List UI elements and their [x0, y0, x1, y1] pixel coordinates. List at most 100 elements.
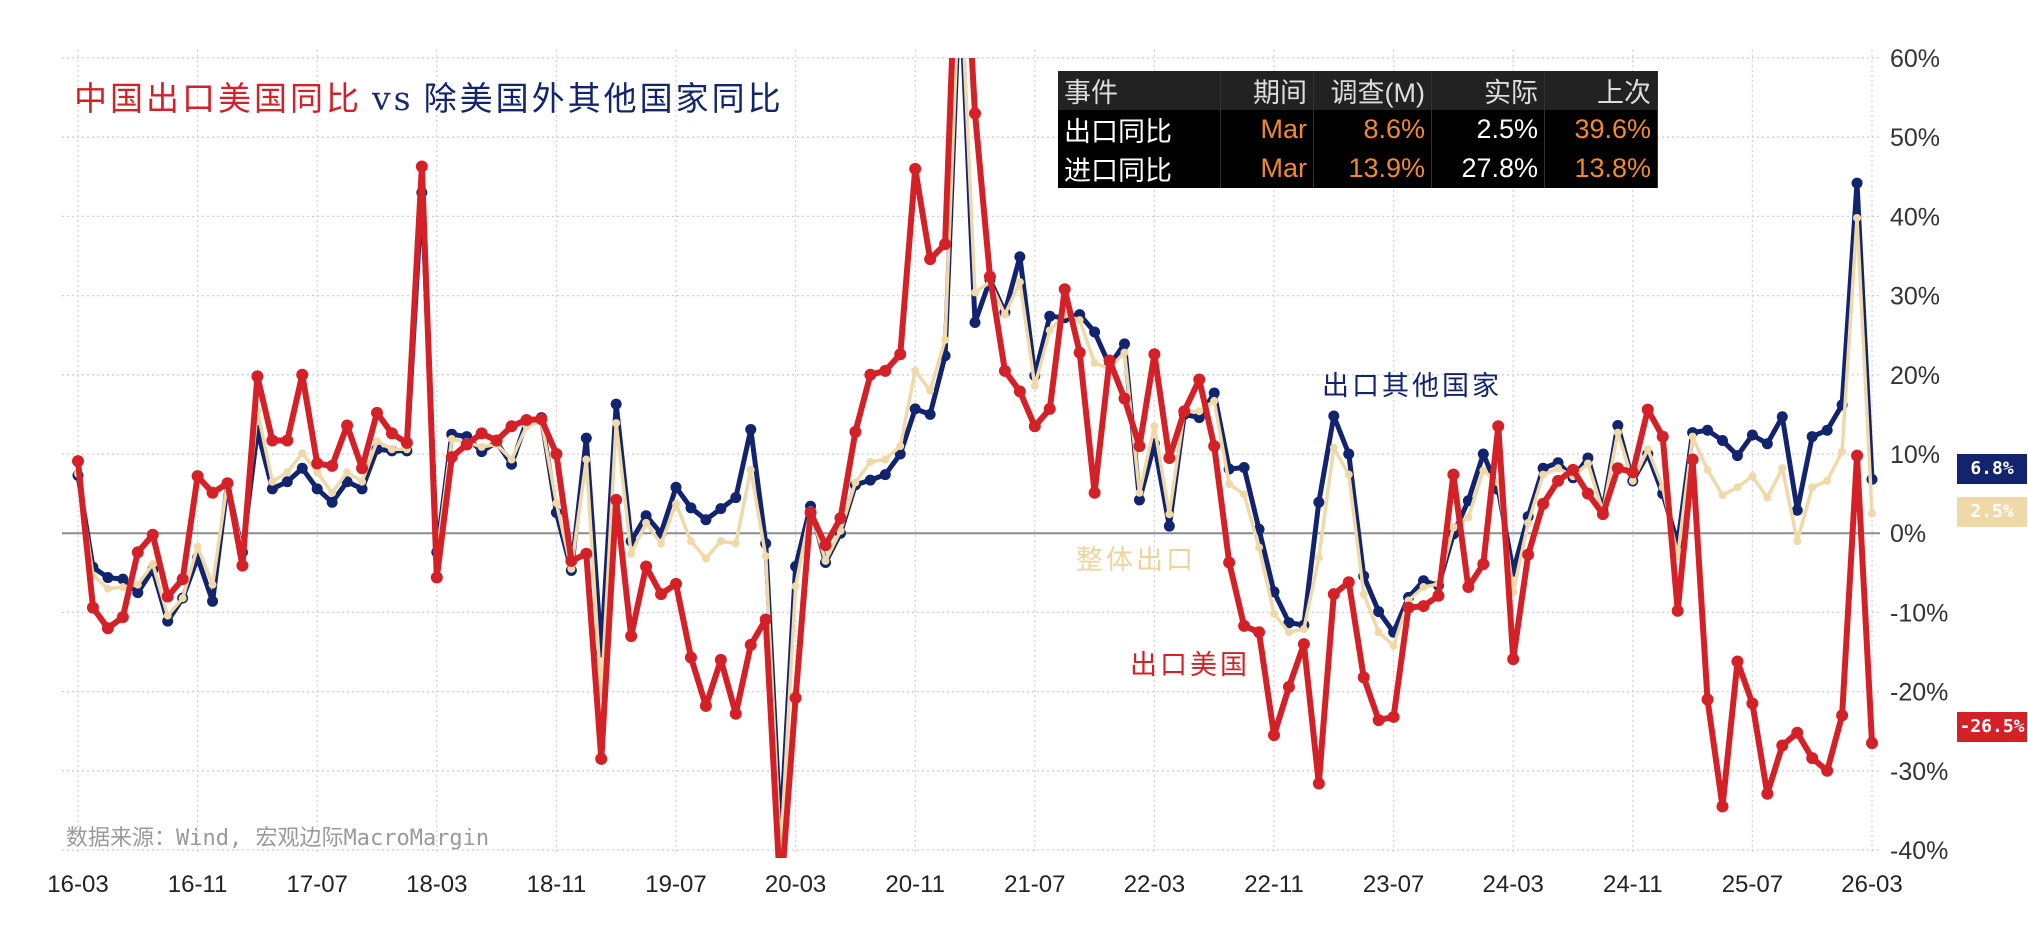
- data-point-total: [1284, 628, 1293, 637]
- data-point-us: [1073, 346, 1086, 359]
- data-point-us: [176, 573, 189, 586]
- data-point-other: [1373, 606, 1385, 618]
- y-tick-label: -40%: [1890, 837, 1948, 865]
- event-period: Mar: [1220, 110, 1314, 149]
- data-point-us: [625, 630, 638, 643]
- y-tick-label: 40%: [1890, 203, 1940, 231]
- data-point-us: [1118, 392, 1131, 405]
- data-point-us: [1402, 601, 1415, 614]
- x-tick-label: 20-03: [765, 871, 826, 898]
- x-tick-label: 17-07: [287, 871, 348, 898]
- data-point-total: [1763, 493, 1772, 502]
- data-point-us: [1866, 737, 1878, 750]
- data-point-other: [1746, 429, 1758, 441]
- data-point-other: [1343, 448, 1355, 460]
- data-point-total: [1075, 316, 1084, 325]
- last-value-badge-us: -26.5%: [1957, 712, 2027, 742]
- data-point-total: [642, 518, 651, 527]
- data-point-other: [715, 503, 727, 515]
- data-point-us: [445, 451, 458, 464]
- data-point-other: [102, 572, 114, 584]
- data-point-total: [1329, 443, 1338, 452]
- data-point-total: [343, 468, 352, 477]
- data-point-total: [686, 537, 695, 546]
- data-point-us: [550, 448, 563, 460]
- data-point-total: [1314, 553, 1323, 562]
- x-tick-label: 24-03: [1483, 871, 1544, 898]
- data-point-us: [1297, 638, 1310, 651]
- data-point-total: [1150, 422, 1159, 431]
- data-point-total: [1539, 470, 1548, 479]
- x-tick-label: 16-03: [47, 871, 108, 898]
- data-point-us: [610, 493, 623, 506]
- data-point-total: [791, 582, 800, 591]
- data-point-us: [221, 477, 234, 490]
- data-point-total: [1524, 518, 1533, 527]
- data-point-total: [896, 442, 905, 451]
- data-point-total: [1643, 445, 1652, 454]
- data-point-us: [1193, 373, 1206, 386]
- data-point-total: [1015, 278, 1024, 287]
- data-point-other: [1193, 412, 1205, 424]
- data-point-us: [894, 348, 907, 361]
- event-table: 事件 期间 调查(M) 实际 上次 出口同比 Mar 8.6% 2.5% 39.…: [1058, 71, 1658, 188]
- data-point-other: [730, 492, 742, 504]
- data-point-total: [328, 488, 337, 497]
- data-point-us: [415, 160, 428, 173]
- data-point-other: [1806, 431, 1818, 443]
- data-point-us: [191, 470, 204, 483]
- data-point-us: [1178, 405, 1191, 418]
- event-actual: 27.8%: [1431, 149, 1545, 188]
- data-point-total: [1778, 464, 1787, 473]
- data-point-total: [1419, 583, 1428, 592]
- data-point-total: [1195, 407, 1204, 416]
- data-point-total: [761, 552, 770, 561]
- data-point-total: [1479, 466, 1488, 475]
- data-point-us: [864, 368, 877, 381]
- series-us: [72, 58, 1878, 858]
- data-point-total: [1838, 447, 1847, 456]
- data-point-total: [1225, 480, 1234, 489]
- data-point-us: [1656, 430, 1669, 443]
- data-point-other: [1208, 387, 1220, 399]
- data-point-other: [1821, 424, 1833, 436]
- data-point-other: [1702, 424, 1714, 436]
- event-table-header: 事件 期间 调查(M) 实际 上次: [1058, 71, 1658, 110]
- data-point-us: [490, 434, 503, 447]
- data-point-total: [582, 455, 591, 464]
- data-point-us: [969, 107, 981, 120]
- data-point-us: [1836, 709, 1849, 722]
- data-point-other: [1477, 448, 1489, 460]
- data-source: 数据来源：Wind, 宏观边际MacroMargin: [66, 826, 490, 851]
- title-us-part: 中国出口美国同比: [74, 79, 362, 118]
- data-point-other: [296, 462, 308, 474]
- data-point-us: [341, 419, 354, 432]
- data-point-us: [1357, 671, 1370, 684]
- data-point-us: [1671, 604, 1684, 617]
- data-point-us: [460, 438, 473, 451]
- data-point-us: [116, 611, 129, 624]
- data-point-total: [731, 539, 740, 548]
- data-point-us: [251, 370, 264, 383]
- data-point-us: [86, 601, 99, 614]
- data-point-us: [371, 406, 383, 419]
- series-layer: [72, 58, 1878, 858]
- data-point-us: [849, 425, 862, 438]
- data-point-other: [132, 587, 144, 599]
- data-point-total: [567, 564, 576, 573]
- data-point-total: [851, 478, 860, 487]
- data-point-us: [729, 707, 742, 720]
- data-point-us: [819, 539, 832, 552]
- data-point-total: [1733, 483, 1742, 492]
- x-tick-label: 22-11: [1244, 871, 1304, 898]
- data-point-other: [894, 448, 906, 460]
- data-point-total: [701, 554, 710, 563]
- x-tick-label: 23-07: [1363, 871, 1424, 898]
- data-point-us: [311, 457, 324, 470]
- data-point-us: [1417, 600, 1430, 613]
- event-name: 出口同比: [1058, 110, 1221, 149]
- data-point-total: [941, 335, 950, 344]
- data-point-us: [834, 512, 847, 525]
- data-point-other: [1283, 617, 1295, 629]
- data-point-total: [1688, 432, 1697, 441]
